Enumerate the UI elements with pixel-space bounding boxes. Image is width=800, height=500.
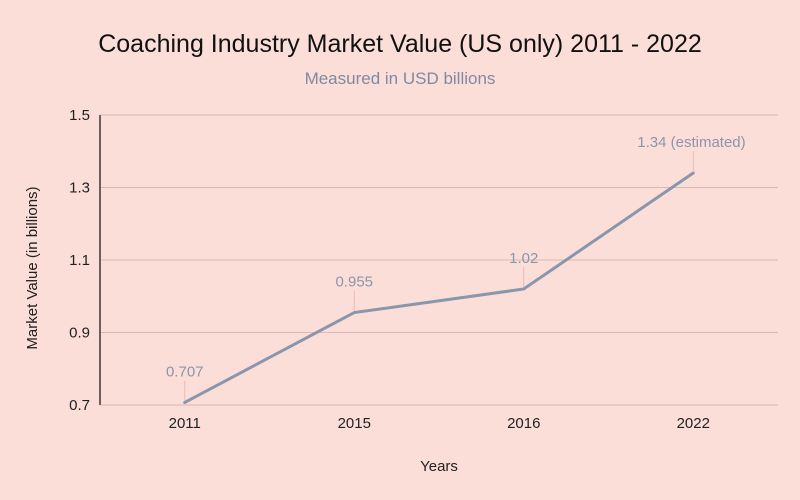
y-tick-label: 0.7	[69, 397, 90, 414]
x-tick-label: 2015	[338, 415, 371, 432]
chart-title: Coaching Industry Market Value (US only)…	[98, 30, 702, 58]
data-point	[522, 287, 526, 291]
y-axis-label: Market Value (in billions)	[24, 186, 41, 349]
x-tick-label: 2016	[507, 415, 540, 432]
y-tick-label: 1.1	[69, 252, 90, 269]
y-tick-label: 1.5	[69, 107, 90, 124]
chart-subtitle: Measured in USD billions	[305, 69, 496, 88]
data-point	[183, 400, 187, 404]
y-tick-label: 1.3	[69, 180, 90, 197]
data-label: 0.955	[335, 274, 373, 291]
data-point	[352, 311, 356, 315]
data-point	[691, 171, 695, 175]
data-label: 1.34 (estimated)	[637, 134, 745, 151]
series-line	[184, 171, 695, 404]
x-axis-label: Years	[420, 458, 458, 475]
data-label: 1.02	[509, 250, 538, 267]
data-label: 0.707	[166, 363, 204, 380]
x-tick-label: 2011	[169, 415, 201, 432]
y-tick-label: 0.9	[69, 325, 90, 342]
x-tick-label: 2022	[677, 415, 710, 432]
